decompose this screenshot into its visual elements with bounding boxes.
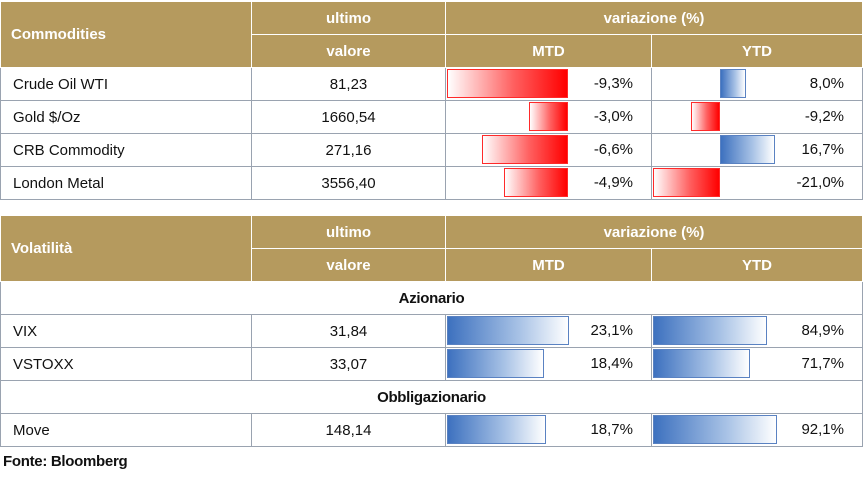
mtd-value: 18,4% — [590, 355, 633, 372]
ytd-value: -9,2% — [804, 108, 844, 125]
section-title-obbligazionario: Obbligazionario — [0, 380, 863, 414]
row-label: VIX — [0, 314, 252, 348]
ytd-bar — [690, 102, 720, 131]
mtd-cell: -3,0% — [446, 101, 651, 133]
mtd-bar — [447, 316, 569, 345]
commodities-header-title: Commodities — [0, 1, 252, 68]
ytd-value: -21,0% — [796, 174, 844, 191]
row-value: 33,07 — [251, 347, 446, 381]
ytd-cell: -9,2% — [652, 101, 862, 133]
mtd-value: -9,3% — [593, 75, 633, 92]
table-row: Crude Oil WTI 81,23 -9,3% 8,0% — [0, 67, 863, 101]
mtd-header: MTD — [445, 248, 652, 282]
change-header: variazione (%) — [445, 215, 863, 249]
table-row: London Metal 3556,40 -4,9% -21,0% — [0, 166, 863, 200]
ytd-value: 8,0% — [809, 75, 844, 92]
last-value-header-bottom: valore — [251, 248, 446, 282]
mtd-value: -6,6% — [593, 141, 633, 158]
ytd-cell: 92,1% — [652, 414, 862, 446]
mtd-cell: 18,4% — [446, 348, 651, 380]
section-title-azionario: Azionario — [0, 281, 863, 315]
ytd-value: 71,7% — [801, 355, 844, 372]
volatility-table: Volatilità ultimo variazione (%) valore … — [0, 215, 863, 447]
mtd-cell: 23,1% — [446, 315, 651, 347]
table-row: Move 148,14 18,7% 92,1% — [0, 413, 863, 447]
mtd-bar — [528, 102, 568, 131]
mtd-bar — [447, 349, 545, 378]
change-header: variazione (%) — [445, 1, 863, 35]
ytd-header: YTD — [651, 248, 863, 282]
row-label: Gold $/Oz — [0, 100, 252, 134]
table-row: VIX 31,84 23,1% 84,9% — [0, 314, 863, 348]
ytd-bar — [720, 69, 747, 98]
mtd-cell: 18,7% — [446, 414, 651, 446]
row-value: 31,84 — [251, 314, 446, 348]
mtd-cell: -6,6% — [446, 134, 651, 166]
last-value-header-bottom: valore — [251, 34, 446, 68]
row-value: 148,14 — [251, 413, 446, 447]
ytd-bar — [653, 349, 750, 378]
ytd-value: 92,1% — [801, 421, 844, 438]
mtd-bar — [482, 135, 568, 164]
ytd-cell: 71,7% — [652, 348, 862, 380]
table-row: VSTOXX 33,07 18,4% 71,7% — [0, 347, 863, 381]
mtd-value: 18,7% — [590, 421, 633, 438]
ytd-cell: 16,7% — [652, 134, 862, 166]
row-label: Move — [0, 413, 252, 447]
mtd-bar — [504, 168, 568, 197]
ytd-bar — [653, 168, 720, 197]
ytd-cell: -21,0% — [652, 167, 862, 199]
commodities-table: Commodities ultimo variazione (%) valore… — [0, 1, 863, 200]
ytd-header: YTD — [651, 34, 863, 68]
ytd-value: 16,7% — [801, 141, 844, 158]
row-label: Crude Oil WTI — [0, 67, 252, 101]
ytd-bar — [720, 135, 775, 164]
mtd-bar — [447, 69, 568, 98]
last-value-header-top: ultimo — [251, 1, 446, 35]
row-value: 1660,54 — [251, 100, 446, 134]
table-row: CRB Commodity 271,16 -6,6% 16,7% — [0, 133, 863, 167]
ytd-value: 84,9% — [801, 322, 844, 339]
mtd-value: -4,9% — [593, 174, 633, 191]
mtd-value: -3,0% — [593, 108, 633, 125]
table-row: Gold $/Oz 1660,54 -3,0% -9,2% — [0, 100, 863, 134]
mtd-header: MTD — [445, 34, 652, 68]
last-value-header-top: ultimo — [251, 215, 446, 249]
mtd-bar — [447, 415, 546, 444]
section-row: Obbligazionario — [0, 380, 863, 414]
row-value: 271,16 — [251, 133, 446, 167]
source-note: Fonte: Bloomberg — [3, 453, 128, 470]
volatility-header-title: Volatilità — [0, 215, 252, 282]
row-value: 3556,40 — [251, 166, 446, 200]
mtd-cell: -4,9% — [446, 167, 651, 199]
row-label: CRB Commodity — [0, 133, 252, 167]
mtd-cell: -9,3% — [446, 68, 651, 100]
section-row: Azionario — [0, 281, 863, 315]
row-label: VSTOXX — [0, 347, 252, 381]
ytd-cell: 8,0% — [652, 68, 862, 100]
ytd-cell: 84,9% — [652, 315, 862, 347]
ytd-bar — [653, 316, 768, 345]
mtd-value: 23,1% — [590, 322, 633, 339]
row-value: 81,23 — [251, 67, 446, 101]
ytd-bar — [653, 415, 777, 444]
row-label: London Metal — [0, 166, 252, 200]
